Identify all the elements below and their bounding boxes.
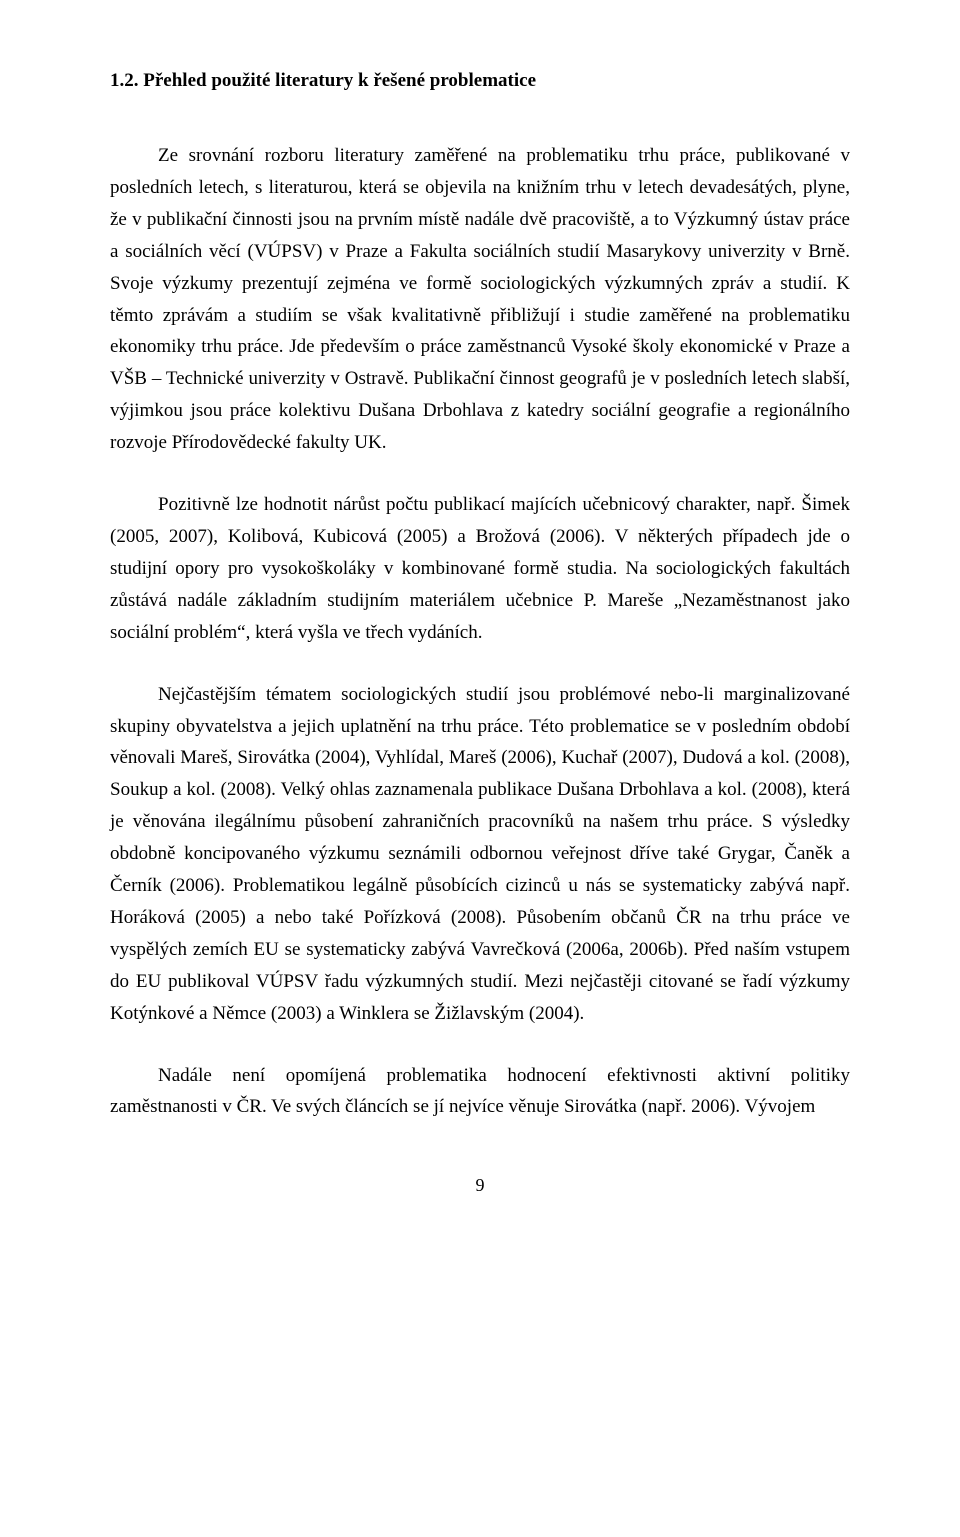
section-heading: 1.2. Přehled použité literatury k řešené… xyxy=(110,70,850,92)
body-paragraph: Ze srovnání rozboru literatury zaměřené … xyxy=(110,140,850,459)
body-paragraph: Nadále není opomíjená problematika hodno… xyxy=(110,1060,850,1124)
page-number: 9 xyxy=(110,1175,850,1196)
body-paragraph: Pozitivně lze hodnotit nárůst počtu publ… xyxy=(110,489,850,649)
body-paragraph: Nejčastějším tématem sociologických stud… xyxy=(110,679,850,1030)
